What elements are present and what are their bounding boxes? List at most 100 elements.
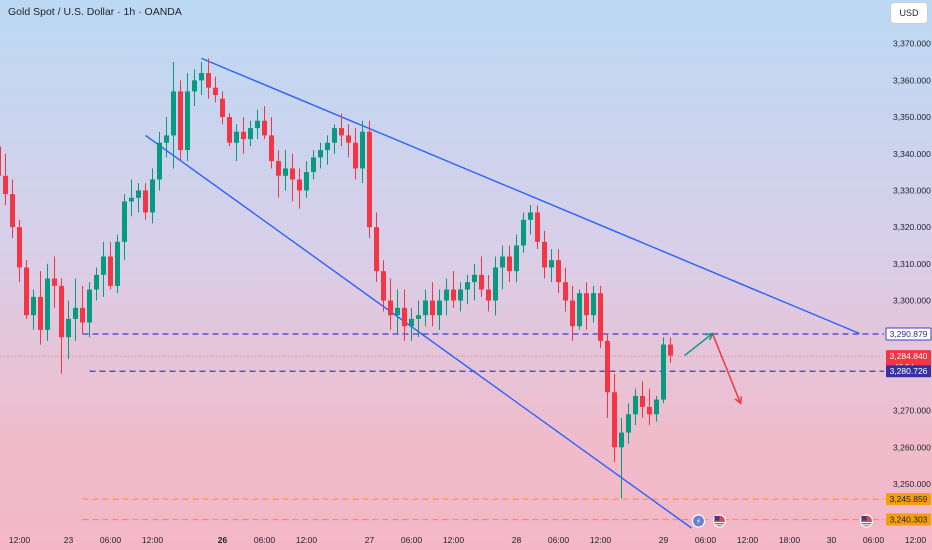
projection-up-arrow-shaft xyxy=(684,332,713,357)
candle xyxy=(430,282,435,327)
projection-down-arrow xyxy=(711,333,743,405)
x-axis: 12:00 23 06:00 12:00 26 06:00 12:00 27 06:00 12:0… xyxy=(9,535,927,545)
x-tick-label: 06:00 xyxy=(695,535,717,545)
candle xyxy=(416,300,421,338)
candle-body xyxy=(486,289,491,301)
candle xyxy=(73,278,78,341)
y-tick-label: 3,310.000 xyxy=(893,259,931,269)
candle xyxy=(283,150,288,191)
resistance-price-tag: 3,290.879 xyxy=(885,327,932,341)
candle xyxy=(276,150,281,198)
candle xyxy=(591,285,596,323)
candle-body xyxy=(199,73,204,81)
candle-body xyxy=(17,227,22,268)
candle-body xyxy=(269,135,274,162)
y-tick-label: 3,320.000 xyxy=(893,222,931,232)
orange-price-tag-1: 3,245.859 xyxy=(886,493,931,506)
candle xyxy=(3,153,8,206)
candle-body xyxy=(584,293,589,316)
y-axis: 3,370.000 3,360.000 3,350.000 3,340.000 3,33… xyxy=(893,39,931,489)
candle xyxy=(493,256,498,316)
candle-body xyxy=(0,146,1,176)
orange-price-tag-2-text: 3,240.303 xyxy=(890,515,928,525)
candle xyxy=(409,307,414,341)
candles xyxy=(0,58,673,499)
candle xyxy=(136,183,141,213)
candle xyxy=(213,76,218,103)
x-tick-label: 06:00 xyxy=(863,535,885,545)
candle xyxy=(318,142,323,169)
candle xyxy=(59,278,64,374)
candle xyxy=(206,58,211,99)
candle-body xyxy=(640,395,645,407)
candle-body xyxy=(570,300,575,327)
candle-body xyxy=(514,245,519,272)
candle xyxy=(269,117,274,169)
orange-price-tag-1-text: 3,245.859 xyxy=(890,494,928,504)
x-tick-label: 29 xyxy=(659,535,669,545)
candle-body xyxy=(388,300,393,316)
candle-body xyxy=(346,135,351,143)
y-tick-label: 3,350.000 xyxy=(893,112,931,122)
candle-body xyxy=(10,194,15,228)
x-tick-label: 06:00 xyxy=(254,535,276,545)
candle xyxy=(311,150,316,180)
candle xyxy=(185,73,190,162)
candle-body xyxy=(122,201,127,242)
candle xyxy=(556,249,561,294)
candle-body xyxy=(416,315,421,319)
candle xyxy=(612,373,617,462)
candle-body xyxy=(507,256,512,272)
candle-body xyxy=(185,91,190,151)
currency-button[interactable]: USD xyxy=(890,2,928,24)
last-price-tag-text: 3,284.840 xyxy=(890,351,928,361)
candle-body xyxy=(332,128,337,143)
x-tick-label: 12:00 xyxy=(142,535,164,545)
candle-body xyxy=(619,432,624,448)
candle xyxy=(388,278,393,330)
y-tick-label: 3,260.000 xyxy=(893,442,931,452)
candle-body xyxy=(24,267,29,316)
candle xyxy=(402,289,407,341)
y-tick-label: 3,340.000 xyxy=(893,149,931,159)
candle xyxy=(423,289,428,327)
candle xyxy=(0,146,1,176)
lightning-icon[interactable]: ⚡ xyxy=(691,514,706,528)
candle-body xyxy=(395,307,400,316)
candle-body xyxy=(360,131,365,169)
us-flag-icon[interactable] xyxy=(712,514,727,528)
candle-body xyxy=(227,117,232,143)
projection-down-arrow-shaft xyxy=(711,333,742,404)
candle-body xyxy=(38,296,43,330)
upper-trendline xyxy=(201,57,860,335)
candle xyxy=(157,131,162,191)
candle-body xyxy=(297,179,302,191)
candle xyxy=(486,274,491,312)
x-tick-label: 23 xyxy=(64,535,74,545)
candle xyxy=(304,161,309,198)
candle xyxy=(199,62,204,96)
candle xyxy=(80,285,85,334)
candle xyxy=(577,289,582,330)
candle xyxy=(220,91,225,125)
orange-price-tag-1-box xyxy=(886,493,931,506)
candle xyxy=(535,205,540,250)
candle-body xyxy=(381,271,386,301)
candle-body xyxy=(318,150,323,158)
candle-body xyxy=(157,142,162,180)
candle-body xyxy=(451,289,456,301)
orange-price-tag-2: 3,240.303 xyxy=(886,513,931,526)
us-flag-icon-2[interactable] xyxy=(859,514,874,528)
x-tick-label: 12:00 xyxy=(296,535,318,545)
candle xyxy=(66,300,71,360)
candle xyxy=(507,245,512,283)
candle xyxy=(192,69,197,107)
candle-body xyxy=(220,98,225,118)
candle xyxy=(514,234,519,283)
candle xyxy=(108,241,113,290)
x-tick-label: 18:00 xyxy=(779,535,801,545)
candle xyxy=(374,212,379,283)
support-price-tag: 3,280.726 xyxy=(886,365,931,378)
